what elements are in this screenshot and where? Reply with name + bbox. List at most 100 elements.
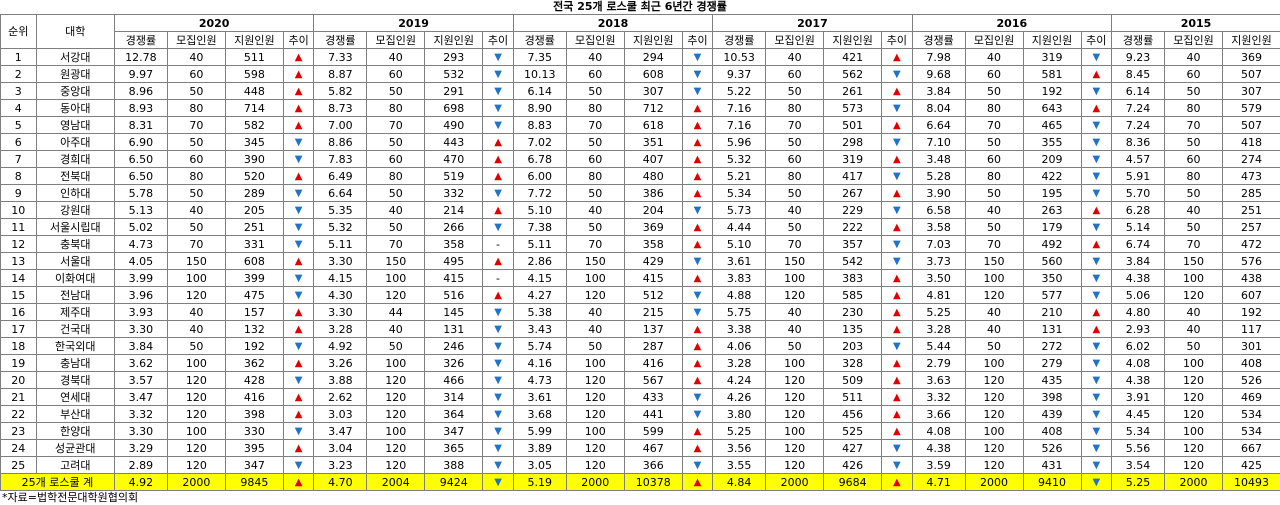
quota-cell: 120 xyxy=(167,440,225,457)
applicants-cell: 408 xyxy=(1222,355,1280,372)
trend-up-icon: ▲ xyxy=(882,117,913,134)
rate-cell: 5.06 xyxy=(1112,287,1165,304)
trend-up-icon: ▲ xyxy=(882,389,913,406)
quota-cell: 44 xyxy=(367,304,425,321)
rate-cell: 5.73 xyxy=(713,202,766,219)
trend-down-icon: ▼ xyxy=(483,372,514,389)
university-cell: 한국외대 xyxy=(36,338,114,355)
trend-down-icon: ▼ xyxy=(1081,440,1112,457)
rank-cell: 10 xyxy=(1,202,37,219)
rate-cell: 8.04 xyxy=(912,100,965,117)
trend-up-icon: ▲ xyxy=(283,100,314,117)
quota-cell: 40 xyxy=(965,202,1023,219)
rate-cell: 4.71 xyxy=(912,474,965,491)
quota-cell: 50 xyxy=(566,338,624,355)
rate-cell: 4.26 xyxy=(713,389,766,406)
applicants-cell: 222 xyxy=(824,219,882,236)
applicants-cell: 585 xyxy=(824,287,882,304)
trend-up-icon: ▲ xyxy=(682,185,713,202)
applicants-cell: 267 xyxy=(824,185,882,202)
applicants-cell: 307 xyxy=(1222,83,1280,100)
quota-cell: 100 xyxy=(167,423,225,440)
quota-cell: 50 xyxy=(167,83,225,100)
rate-cell: 6.49 xyxy=(314,168,367,185)
rate-cell: 5.38 xyxy=(513,304,566,321)
rate-cell: 3.04 xyxy=(314,440,367,457)
rate-cell: 8.90 xyxy=(513,100,566,117)
applicants-cell: 326 xyxy=(425,355,483,372)
applicants-cell: 179 xyxy=(1023,219,1081,236)
trend-down-icon: ▼ xyxy=(1081,185,1112,202)
rate-cell: 3.28 xyxy=(912,321,965,338)
rate-cell: 3.90 xyxy=(912,185,965,202)
applicants-cell: 425 xyxy=(1222,457,1280,474)
rate-cell: 5.02 xyxy=(114,219,167,236)
applicants-cell: 599 xyxy=(624,423,682,440)
applicants-cell: 398 xyxy=(1023,389,1081,406)
applicants-cell: 131 xyxy=(1023,321,1081,338)
quota-cell: 60 xyxy=(1164,66,1222,83)
rate-cell: 4.88 xyxy=(713,287,766,304)
trend-down-icon: ▼ xyxy=(283,202,314,219)
quota-cell: 150 xyxy=(965,253,1023,270)
rate-cell: 8.87 xyxy=(314,66,367,83)
trend-up-icon: ▲ xyxy=(682,270,713,287)
rank-cell: 23 xyxy=(1,423,37,440)
applicants-cell: 358 xyxy=(425,236,483,253)
applicants-cell: 117 xyxy=(1222,321,1280,338)
trend-down-icon: ▼ xyxy=(283,219,314,236)
header-subcolumn: 모집인원 xyxy=(167,32,225,49)
quota-cell: 40 xyxy=(965,321,1023,338)
rate-cell: 9.37 xyxy=(713,66,766,83)
header-year: 2020 xyxy=(114,15,313,32)
trend-down-icon: ▼ xyxy=(483,49,514,66)
quota-cell: 50 xyxy=(367,219,425,236)
quota-cell: 60 xyxy=(566,66,624,83)
rank-cell: 15 xyxy=(1,287,37,304)
quota-cell: 120 xyxy=(167,287,225,304)
rank-cell: 25 xyxy=(1,457,37,474)
trend-down-icon: ▼ xyxy=(1081,219,1112,236)
quota-cell: 50 xyxy=(766,83,824,100)
applicants-cell: 421 xyxy=(824,49,882,66)
applicants-cell: 495 xyxy=(425,253,483,270)
quota-cell: 40 xyxy=(167,49,225,66)
trend-down-icon: ▼ xyxy=(483,457,514,474)
header-subcolumn: 추이 xyxy=(483,32,514,49)
header-subcolumn: 추이 xyxy=(283,32,314,49)
applicants-cell: 251 xyxy=(1222,202,1280,219)
rank-cell: 8 xyxy=(1,168,37,185)
rate-cell: 8.45 xyxy=(1112,66,1165,83)
trend-up-icon: ▲ xyxy=(882,287,913,304)
rate-cell: 3.66 xyxy=(912,406,965,423)
quota-cell: 120 xyxy=(766,389,824,406)
applicants-cell: 534 xyxy=(1222,406,1280,423)
rate-cell: 7.83 xyxy=(314,151,367,168)
trend-flat-icon: - xyxy=(483,236,514,253)
rate-cell: 3.55 xyxy=(713,457,766,474)
applicants-cell: 291 xyxy=(425,83,483,100)
rate-cell: 3.84 xyxy=(1112,253,1165,270)
trend-down-icon: ▼ xyxy=(882,457,913,474)
university-cell: 한양대 xyxy=(36,423,114,440)
applicants-cell: 519 xyxy=(425,168,483,185)
trend-down-icon: ▼ xyxy=(882,168,913,185)
quota-cell: 50 xyxy=(965,185,1023,202)
rate-cell: 4.08 xyxy=(1112,355,1165,372)
rate-cell: 4.57 xyxy=(1112,151,1165,168)
quota-cell: 70 xyxy=(566,236,624,253)
rate-cell: 5.28 xyxy=(912,168,965,185)
trend-down-icon: ▼ xyxy=(283,151,314,168)
rate-cell: 7.33 xyxy=(314,49,367,66)
applicants-cell: 415 xyxy=(425,270,483,287)
applicants-cell: 712 xyxy=(624,100,682,117)
applicants-cell: 466 xyxy=(425,372,483,389)
rate-cell: 4.92 xyxy=(114,474,167,491)
rate-cell: 3.43 xyxy=(513,321,566,338)
quota-cell: 70 xyxy=(965,236,1023,253)
quota-cell: 80 xyxy=(965,100,1023,117)
rate-cell: 5.34 xyxy=(713,185,766,202)
rate-cell: 3.68 xyxy=(513,406,566,423)
